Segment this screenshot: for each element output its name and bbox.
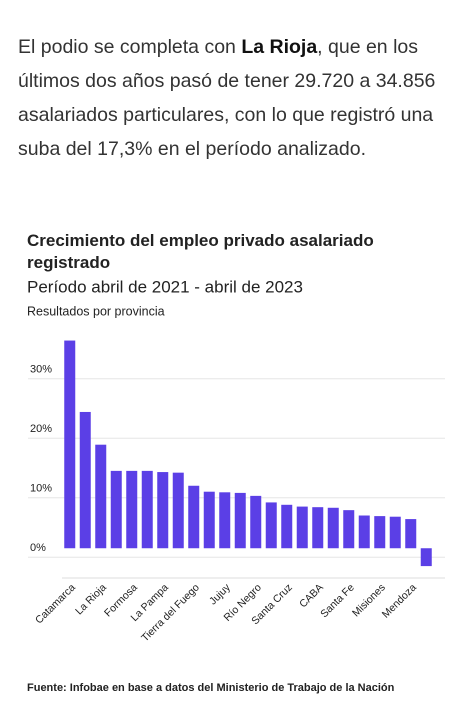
bar	[234, 492, 246, 549]
bar	[64, 340, 76, 549]
bar	[281, 504, 293, 549]
text: , que en los últimos dos años pasó de te…	[18, 36, 436, 160]
bar	[141, 470, 153, 549]
bar	[188, 485, 200, 549]
bar	[250, 495, 262, 549]
bar	[420, 548, 432, 567]
bar	[126, 470, 138, 549]
article-paragraph: El podio se completa con La Rioja, que e…	[18, 30, 463, 166]
bar	[95, 444, 107, 549]
bar	[79, 411, 91, 549]
bar	[172, 472, 184, 549]
y-tick-label: 10%	[30, 483, 52, 495]
x-tick-label: Catamarca	[33, 581, 78, 626]
y-tick-label: 30%	[30, 364, 52, 376]
bar	[110, 470, 122, 549]
bar	[265, 502, 277, 549]
x-tick-label: CABA	[297, 582, 326, 611]
bar	[405, 519, 417, 549]
x-tick-label: Tierra del Fuego	[139, 581, 202, 644]
bar	[389, 516, 401, 549]
x-tick-label: Jujuy	[207, 581, 233, 607]
x-tick-label: Mendoza	[380, 581, 419, 620]
x-tick-label: Santa Fe	[318, 581, 357, 620]
y-tick-label: 0%	[30, 542, 46, 554]
y-tick-label: 20%	[30, 423, 52, 435]
bar	[327, 507, 339, 549]
bar	[203, 491, 215, 549]
bar	[312, 507, 324, 549]
bar	[296, 506, 308, 549]
text: El podio se completa con	[18, 36, 242, 58]
bar	[358, 515, 370, 549]
chart-title: Crecimiento del empleo privado asalariad…	[27, 231, 374, 272]
chart-note: Resultados por provincia	[27, 304, 165, 318]
bar	[343, 510, 355, 549]
bar	[374, 516, 386, 549]
chart-subtitle: Período abril de 2021 - abril de 2023	[27, 277, 303, 296]
bold-text: La Rioja	[241, 36, 318, 58]
title-line: registrado	[27, 253, 110, 272]
bar	[219, 492, 231, 549]
title-line: Crecimiento del empleo privado asalariad…	[27, 231, 374, 250]
bar	[157, 472, 169, 549]
chart-source: Fuente: Infobae en base a datos del Mini…	[27, 682, 395, 694]
